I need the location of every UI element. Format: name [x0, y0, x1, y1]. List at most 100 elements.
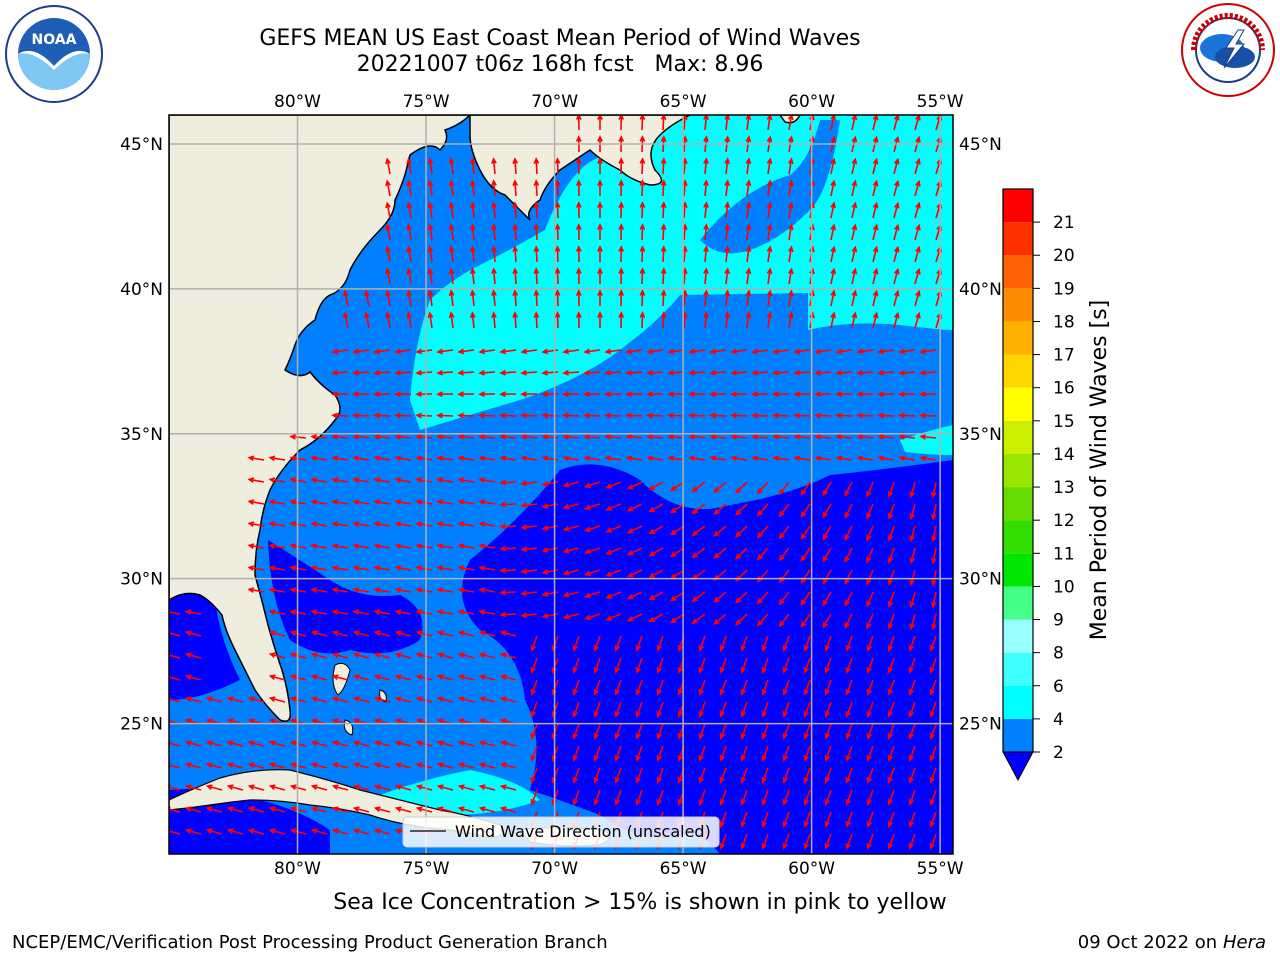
wind-arrow: [385, 289, 391, 307]
wind-arrow: [614, 723, 622, 740]
wind-arrow: [373, 696, 391, 703]
wind-arrow: [656, 767, 664, 784]
wind-arrow: [247, 806, 265, 813]
wind-arrow: [691, 591, 706, 603]
lon-label-top: 80°W: [274, 92, 321, 112]
wind-arrow: [448, 311, 455, 329]
lat-label-right: 25°N: [959, 715, 1002, 735]
chart-title: GEFS MEAN US East Coast Mean Period of W…: [259, 26, 861, 51]
wind-arrow: [709, 412, 727, 419]
wind-arrow: [572, 701, 580, 718]
wind-arrow: [352, 543, 370, 549]
wind-arrow: [914, 245, 921, 263]
wind-arrow: [851, 289, 858, 307]
wind-arrow: [766, 179, 773, 197]
wind-arrow: [448, 289, 455, 307]
wind-arrow: [541, 547, 559, 553]
wind-arrow: [457, 499, 475, 505]
wind-arrow: [730, 455, 748, 462]
wind-arrow: [824, 679, 832, 696]
wind-arrow: [929, 745, 937, 762]
wind-arrow: [289, 543, 307, 549]
wind-arrow: [625, 455, 643, 462]
wind-arrow: [919, 455, 937, 462]
wind-arrow: [289, 696, 307, 703]
wind-arrow: [499, 369, 517, 376]
wind-arrow: [751, 412, 769, 419]
lon-label-top: 55°W: [917, 92, 964, 112]
wind-arrow: [822, 613, 832, 629]
wind-arrow: [929, 657, 937, 674]
wind-arrow: [824, 657, 832, 674]
wind-arrow: [844, 569, 853, 586]
wind-arrow: [646, 434, 664, 440]
wind-arrow: [436, 674, 454, 681]
wind-arrow: [541, 391, 559, 398]
wind-arrow: [688, 369, 706, 376]
wind-arrow: [394, 348, 412, 355]
wind-arrow: [572, 657, 580, 674]
wind-arrow: [740, 811, 748, 828]
wind-arrow: [793, 412, 811, 419]
wind-arrow: [793, 369, 811, 376]
wind-arrow: [778, 525, 790, 540]
wind-arrow: [787, 245, 794, 263]
wind-arrow: [866, 525, 874, 542]
wind-arrow: [778, 547, 790, 562]
wind-arrow: [554, 311, 561, 329]
wind-arrow: [478, 565, 496, 571]
wind-arrow: [562, 369, 580, 376]
wind-arrow: [499, 545, 517, 552]
wind-arrow: [499, 412, 517, 419]
wind-arrow: [660, 311, 667, 329]
wind-arrow: [893, 201, 900, 219]
wind-arrow: [605, 503, 622, 511]
wind-arrow: [478, 609, 496, 615]
wind-arrow: [635, 745, 643, 762]
wind-arrow: [745, 179, 752, 197]
wind-arrow: [803, 833, 811, 850]
wind-arrow: [533, 201, 540, 219]
wind-arrow: [385, 311, 391, 329]
wind-arrow: [648, 613, 664, 623]
wind-arrow: [669, 525, 685, 536]
wind-arrow: [394, 369, 412, 376]
wind-arrow: [310, 543, 328, 549]
lon-label-bottom: 55°W: [917, 859, 964, 879]
wind-arrow: [639, 201, 646, 219]
wind-arrow: [851, 179, 858, 197]
wind-arrow: [691, 547, 706, 559]
wind-arrow: [618, 157, 625, 175]
wind-arrow: [583, 569, 601, 577]
wind-arrow: [614, 701, 622, 718]
wind-arrow: [782, 745, 790, 762]
wind-arrow: [648, 547, 664, 557]
wind-arrow: [614, 679, 622, 696]
wind-arrow: [226, 828, 244, 835]
wind-arrow: [908, 745, 916, 762]
wind-arrow: [373, 455, 391, 462]
wind-arrow: [877, 348, 895, 355]
wind-arrow: [646, 412, 664, 419]
wind-arrow: [310, 477, 328, 483]
wind-arrow: [520, 480, 538, 487]
wind-arrow: [851, 267, 858, 285]
wind-arrow: [184, 652, 202, 659]
wind-arrow: [520, 524, 538, 531]
wind-arrow: [385, 267, 391, 285]
wind-arrow: [669, 591, 685, 602]
wind-arrow: [310, 499, 328, 505]
wind-arrow: [169, 674, 181, 681]
wind-arrow: [512, 201, 519, 219]
wind-arrow: [830, 267, 837, 285]
wind-arrow: [457, 784, 475, 791]
wind-arrow: [572, 789, 580, 806]
wind-arrow: [562, 503, 580, 510]
wind-arrow: [824, 635, 832, 652]
wind-arrow: [394, 630, 412, 637]
wind-arrow: [782, 701, 790, 718]
wind-arrow: [499, 348, 517, 355]
wind-arrow: [205, 784, 223, 791]
wind-arrow: [415, 806, 433, 813]
wind-arrow: [572, 723, 580, 740]
